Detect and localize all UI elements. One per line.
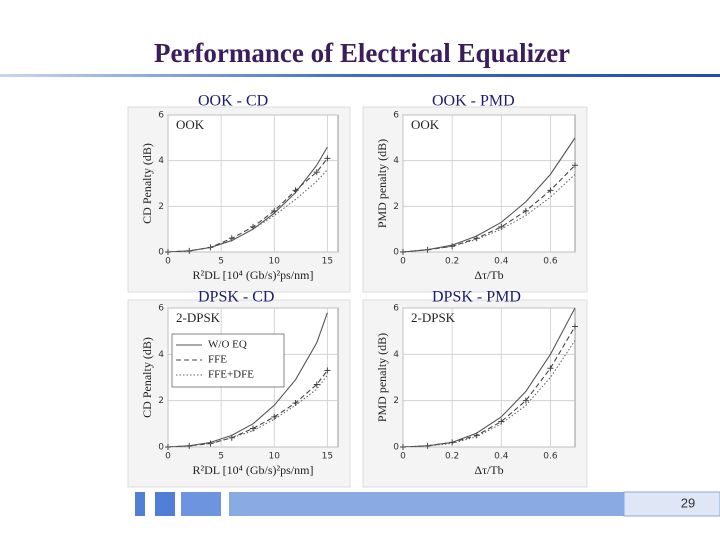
y-axis-label: PMD penalty (dB)	[375, 139, 389, 228]
y-axis-label: CD Penalty (dB)	[140, 337, 154, 418]
charts: OOK - CD 0 2 4 6 0 5 10 15 R²DL [10⁴ (Gb/s)²ps/nm…	[127, 93, 588, 488]
chart: OOK - PMD 0 2 4 6 0 0.2 0.4 0.6 Δτ/Tb PMD penalty …	[362, 93, 588, 293]
marker	[250, 223, 256, 230]
page-number: 29	[681, 495, 695, 510]
x-tick-label: 15	[322, 257, 333, 267]
y-tick-label: 0	[158, 443, 164, 453]
series-line	[403, 340, 575, 447]
plot-area	[402, 114, 576, 253]
annotation: 2-DPSK	[176, 310, 221, 325]
marker	[228, 434, 235, 441]
chart-title: DPSK - PMD	[432, 289, 521, 306]
decor-block	[135, 492, 145, 516]
plot-area	[402, 307, 576, 448]
x-tick-label: 0	[400, 257, 406, 267]
series-line	[168, 374, 328, 447]
y-tick-label: 2	[158, 202, 164, 212]
y-tick-label: 6	[393, 111, 399, 121]
series-line	[168, 169, 328, 252]
marker	[572, 162, 578, 169]
y-tick-label: 4	[393, 350, 399, 360]
chart: DPSK - CD 0 2 4 6 0 5 10 15 R²DL [10⁴ (Gb/s)²ps/n…	[127, 289, 351, 488]
y-tick-label: 0	[393, 443, 399, 453]
marker	[522, 207, 529, 214]
marker	[547, 365, 554, 372]
x-tick-label: 0.2	[445, 452, 459, 462]
x-tick-label: 5	[218, 452, 224, 462]
marker	[324, 155, 331, 162]
series-line	[403, 173, 575, 252]
y-tick-label: 2	[158, 396, 164, 406]
x-axis-label: Δτ/Tb	[474, 463, 503, 477]
x-tick-label: 10	[269, 452, 281, 462]
plot-area	[167, 114, 339, 253]
marker	[324, 367, 331, 374]
decor-block	[155, 492, 175, 516]
annotation: 2-DPSK	[411, 310, 456, 325]
y-tick-label: 4	[158, 350, 164, 360]
decor-bar	[229, 492, 624, 516]
page-box	[623, 491, 720, 517]
y-tick-label: 4	[393, 156, 399, 166]
chart: DPSK - PMD 0 2 4 6 0 0.2 0.4 0.6 Δτ/Tb PMD penalty…	[362, 289, 588, 488]
x-tick-label: 0.6	[543, 257, 558, 267]
marker	[271, 413, 278, 420]
slide-title: Performance of Electrical Equalizer	[154, 38, 570, 68]
x-axis-label: R²DL [10⁴ (Gb/s)²ps/nm]	[193, 268, 314, 282]
x-tick-label: 0	[165, 452, 171, 462]
marker	[313, 381, 320, 388]
y-tick-label: 0	[158, 248, 164, 258]
marker	[250, 425, 256, 432]
decor-block	[181, 492, 221, 516]
y-tick-label: 0	[393, 248, 399, 258]
x-tick-label: 15	[322, 452, 333, 462]
x-tick-label: 5	[218, 257, 224, 267]
x-tick-label: 0	[165, 257, 171, 267]
x-axis-label: R²DL [10⁴ (Gb/s)²ps/nm]	[193, 463, 314, 477]
y-tick-label: 6	[158, 111, 164, 121]
x-tick-label: 0.6	[543, 452, 558, 462]
marker	[292, 187, 299, 194]
x-tick-label: 0.2	[445, 257, 459, 267]
y-tick-label: 2	[393, 202, 399, 212]
annotation: OOK	[411, 117, 440, 132]
chart: OOK - CD 0 2 4 6 0 5 10 15 R²DL [10⁴ (Gb/s)²ps/nm…	[127, 93, 351, 293]
x-tick-label: 10	[269, 257, 281, 267]
chart-title: DPSK - CD	[198, 289, 274, 306]
chart-title: OOK - PMD	[432, 93, 515, 110]
title-rule	[0, 74, 720, 77]
marker	[313, 169, 320, 176]
y-axis-label: PMD penalty (dB)	[375, 333, 389, 422]
marker	[271, 207, 278, 214]
x-axis-label: Δτ/Tb	[474, 268, 503, 282]
legend-label: FFE+DFE	[208, 369, 254, 381]
legend-label: FFE	[208, 354, 227, 366]
y-tick-label: 6	[393, 304, 399, 314]
marker	[572, 323, 578, 330]
annotation: OOK	[176, 117, 205, 132]
chart-title: OOK - CD	[198, 93, 268, 110]
marker	[449, 439, 456, 446]
marker	[522, 397, 529, 404]
x-tick-label: 0	[400, 452, 406, 462]
x-tick-label: 0.4	[494, 257, 509, 267]
y-axis-label: CD Penalty (dB)	[140, 143, 154, 224]
y-tick-label: 6	[158, 304, 164, 314]
y-tick-label: 2	[393, 396, 399, 406]
legend-label: W/O EQ	[208, 339, 247, 351]
marker	[228, 235, 235, 242]
legend-box	[171, 333, 285, 388]
x-tick-label: 0.4	[494, 452, 509, 462]
y-tick-label: 4	[158, 156, 164, 166]
marker	[547, 187, 554, 194]
